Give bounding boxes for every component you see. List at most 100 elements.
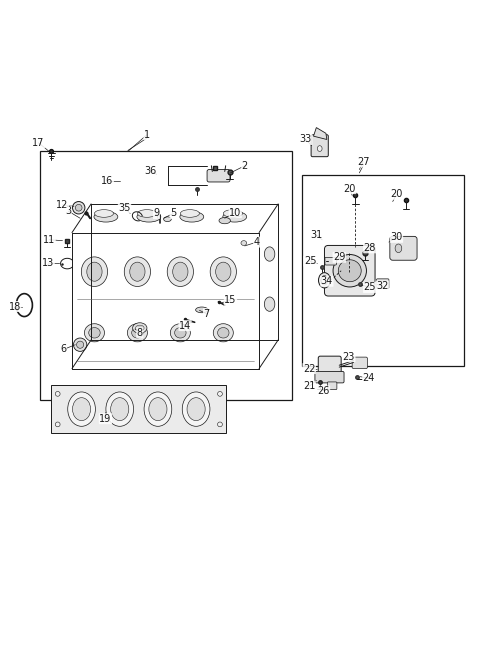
- Ellipse shape: [135, 325, 144, 331]
- Ellipse shape: [180, 211, 204, 222]
- Ellipse shape: [219, 218, 230, 224]
- Ellipse shape: [264, 247, 275, 261]
- Ellipse shape: [223, 210, 242, 217]
- Ellipse shape: [55, 422, 60, 427]
- Bar: [39, 152, 292, 400]
- Text: 12: 12: [56, 200, 69, 210]
- Ellipse shape: [223, 211, 247, 222]
- Text: 1: 1: [144, 130, 150, 140]
- Text: 26: 26: [317, 386, 330, 396]
- Ellipse shape: [210, 257, 237, 287]
- Ellipse shape: [137, 210, 156, 217]
- FancyBboxPatch shape: [325, 257, 336, 265]
- Text: 29: 29: [333, 253, 346, 262]
- Text: 24: 24: [363, 373, 375, 383]
- FancyBboxPatch shape: [311, 134, 328, 157]
- Text: 15: 15: [224, 295, 237, 305]
- Text: 14: 14: [179, 321, 191, 331]
- Ellipse shape: [55, 392, 60, 396]
- Ellipse shape: [132, 327, 143, 338]
- Ellipse shape: [213, 323, 233, 342]
- Text: 25: 25: [304, 256, 316, 266]
- FancyBboxPatch shape: [324, 245, 375, 296]
- Ellipse shape: [217, 392, 222, 396]
- Ellipse shape: [217, 422, 222, 427]
- Ellipse shape: [73, 338, 87, 352]
- Ellipse shape: [319, 273, 330, 288]
- Ellipse shape: [338, 260, 361, 281]
- Text: 36: 36: [144, 165, 156, 176]
- Ellipse shape: [217, 327, 229, 338]
- Bar: [51, 385, 226, 433]
- Ellipse shape: [127, 323, 147, 342]
- Ellipse shape: [72, 398, 91, 420]
- Ellipse shape: [84, 323, 105, 342]
- Text: 27: 27: [357, 157, 370, 167]
- Ellipse shape: [317, 146, 322, 152]
- Text: 5: 5: [170, 209, 176, 218]
- Ellipse shape: [137, 211, 161, 222]
- Ellipse shape: [94, 211, 118, 222]
- FancyBboxPatch shape: [315, 371, 344, 383]
- Text: 19: 19: [99, 414, 111, 424]
- FancyBboxPatch shape: [327, 382, 337, 390]
- Ellipse shape: [173, 262, 188, 281]
- Text: 21: 21: [303, 381, 315, 391]
- Ellipse shape: [89, 327, 100, 338]
- Text: 28: 28: [364, 243, 376, 253]
- Ellipse shape: [175, 327, 186, 338]
- Ellipse shape: [75, 205, 82, 211]
- Text: 17: 17: [33, 138, 45, 148]
- Text: 3: 3: [65, 206, 71, 216]
- Ellipse shape: [216, 262, 231, 281]
- Text: 34: 34: [321, 276, 333, 286]
- Ellipse shape: [167, 257, 193, 287]
- Ellipse shape: [95, 210, 114, 217]
- Text: 2: 2: [241, 161, 248, 171]
- FancyBboxPatch shape: [376, 279, 389, 289]
- Ellipse shape: [87, 262, 102, 281]
- Ellipse shape: [180, 210, 199, 217]
- Text: 20: 20: [390, 190, 403, 199]
- Ellipse shape: [164, 216, 171, 222]
- Ellipse shape: [395, 244, 402, 253]
- Text: 35: 35: [119, 203, 131, 213]
- Bar: [302, 175, 464, 366]
- Ellipse shape: [333, 255, 366, 287]
- Ellipse shape: [68, 392, 96, 426]
- Text: 31: 31: [310, 230, 323, 240]
- Ellipse shape: [81, 257, 108, 287]
- Text: 18: 18: [9, 302, 21, 312]
- Ellipse shape: [144, 392, 172, 426]
- Ellipse shape: [106, 392, 133, 426]
- Ellipse shape: [76, 341, 84, 348]
- Text: 9: 9: [154, 209, 159, 218]
- Text: 13: 13: [42, 258, 54, 268]
- FancyBboxPatch shape: [390, 236, 417, 260]
- Text: 30: 30: [390, 232, 403, 242]
- Text: 16: 16: [101, 176, 113, 186]
- Ellipse shape: [182, 392, 210, 426]
- Ellipse shape: [124, 257, 151, 287]
- Ellipse shape: [264, 297, 275, 312]
- Text: 4: 4: [253, 237, 260, 247]
- Text: 33: 33: [300, 134, 312, 144]
- Text: 8: 8: [137, 328, 143, 338]
- Text: 32: 32: [376, 281, 388, 291]
- Text: 11: 11: [43, 235, 55, 245]
- Polygon shape: [313, 127, 327, 140]
- Text: 6: 6: [60, 344, 67, 354]
- Ellipse shape: [196, 307, 208, 313]
- Ellipse shape: [170, 323, 191, 342]
- Ellipse shape: [132, 323, 147, 333]
- FancyBboxPatch shape: [318, 356, 341, 375]
- Ellipse shape: [72, 201, 85, 214]
- Text: 10: 10: [229, 207, 241, 218]
- Ellipse shape: [241, 241, 247, 245]
- Text: 25: 25: [363, 283, 376, 293]
- Ellipse shape: [149, 398, 167, 420]
- Text: 22: 22: [303, 363, 315, 373]
- Text: 7: 7: [204, 309, 210, 319]
- Ellipse shape: [187, 398, 205, 420]
- Text: 23: 23: [343, 352, 355, 361]
